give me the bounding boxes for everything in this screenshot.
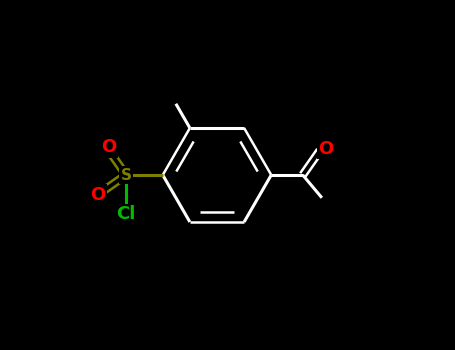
Text: Cl: Cl <box>116 205 136 223</box>
Text: O: O <box>91 186 106 204</box>
Text: S: S <box>121 168 131 182</box>
Text: O: O <box>101 138 116 156</box>
Text: O: O <box>318 140 334 158</box>
